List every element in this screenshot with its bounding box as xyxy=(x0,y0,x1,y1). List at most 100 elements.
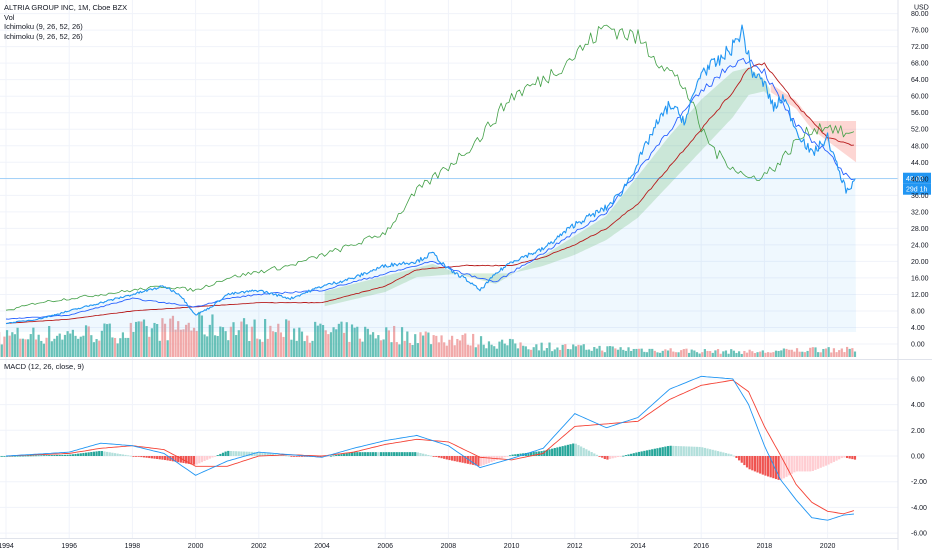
macd-histogram-bar xyxy=(106,451,109,456)
indicator-ichimoku-label-1[interactable]: Ichimoku (9, 26, 52, 26) xyxy=(4,22,83,31)
volume-bar xyxy=(366,328,369,357)
volume-bar xyxy=(830,352,833,357)
macd-histogram-bar xyxy=(411,452,414,456)
volume-bar xyxy=(519,342,522,357)
macd-histogram-bar xyxy=(98,451,101,456)
macd-histogram-bar xyxy=(87,452,90,456)
macd-histogram-bar xyxy=(824,456,828,466)
macd-histogram-bar xyxy=(95,451,98,456)
macd-histogram-bar xyxy=(211,456,214,458)
macd-histogram-bar xyxy=(487,456,491,464)
macd-histogram-bar xyxy=(630,453,633,456)
price-tick-label: 36.00 xyxy=(911,193,929,200)
volume-bar xyxy=(564,344,567,357)
volume-bar xyxy=(171,315,175,357)
macd-histogram-bar xyxy=(853,456,857,460)
volume-bar xyxy=(343,332,346,357)
volume-bar xyxy=(211,314,214,357)
macd-histogram-bar xyxy=(558,446,562,456)
macd-histogram-bar xyxy=(229,451,232,456)
volume-bar xyxy=(166,340,169,357)
volume-bar xyxy=(809,347,812,357)
volume-bar xyxy=(390,342,393,357)
macd-histogram-bar xyxy=(838,456,841,460)
volume-bar xyxy=(121,332,125,357)
volume-bar xyxy=(540,342,543,357)
macd-indicator-label[interactable]: MACD (12, 26, close, 9) xyxy=(4,362,85,371)
macd-histogram-bar xyxy=(601,456,604,458)
volume-bar xyxy=(321,325,325,357)
macd-histogram-bar xyxy=(53,455,56,456)
volume-bar xyxy=(735,352,738,357)
indicator-volume-label[interactable]: Vol xyxy=(4,12,15,22)
volume-bar xyxy=(298,327,301,357)
macd-histogram-bar xyxy=(548,449,551,456)
macd-histogram-bar xyxy=(672,445,675,456)
macd-histogram-bar xyxy=(432,456,435,457)
macd-histogram-bar xyxy=(232,451,235,456)
macd-histogram-bar xyxy=(561,446,564,456)
macd-histogram-bar xyxy=(551,448,554,456)
volume-bar xyxy=(424,331,427,357)
macd-histogram-bar xyxy=(400,452,404,456)
macd-histogram-bar xyxy=(640,451,643,456)
volume-bar xyxy=(574,346,577,357)
volume-bar xyxy=(698,353,701,357)
volume-bar xyxy=(748,349,751,357)
macd-histogram-bar xyxy=(795,456,799,472)
price-area xyxy=(6,30,857,332)
volume-bar xyxy=(843,352,846,357)
macd-histogram-bar xyxy=(814,456,817,470)
volume-bar xyxy=(445,345,448,357)
ichimoku-cloud-bullish xyxy=(324,67,770,307)
volume-bar xyxy=(653,350,656,357)
volume-bar xyxy=(37,334,40,357)
macd-histogram-bar xyxy=(793,456,796,473)
indicator-ichimoku-label-2[interactable]: Ichimoku (9, 26, 52, 26) xyxy=(4,31,83,41)
volume-bar xyxy=(582,344,585,357)
macd-histogram-bar xyxy=(350,452,354,456)
volume-bar xyxy=(585,349,588,357)
last-price-label: 40.02 xyxy=(906,176,924,183)
macd-histogram-bar xyxy=(772,456,775,479)
volume-bar xyxy=(179,329,182,357)
volume-bar xyxy=(174,329,177,357)
macd-histogram-bar xyxy=(693,446,696,456)
volume-bar xyxy=(219,326,222,357)
macd-histogram-bar xyxy=(788,456,791,476)
time-tick-label: 2012 xyxy=(567,543,583,550)
macd-histogram-bar xyxy=(385,452,388,456)
macd-histogram-bar xyxy=(82,452,85,456)
macd-histogram-bar xyxy=(32,455,35,457)
volume-bar xyxy=(479,336,483,357)
macd-histogram-bar xyxy=(171,456,175,462)
macd-histogram-bar xyxy=(329,455,333,457)
volume-bar xyxy=(827,347,830,357)
macd-histogram-bar xyxy=(453,456,456,462)
macd-histogram-bar xyxy=(390,452,393,456)
volume-bar xyxy=(656,352,659,357)
volume-bar xyxy=(274,332,277,357)
macd-histogram-bar xyxy=(145,456,148,458)
volume-bar xyxy=(34,339,38,357)
volume-bar xyxy=(637,348,641,357)
macd-histogram-bar xyxy=(643,450,646,456)
macd-histogram-bar xyxy=(472,456,475,465)
volume-bar xyxy=(27,339,30,357)
volume-bar xyxy=(643,351,646,357)
macd-histogram-bar xyxy=(611,456,614,459)
macd-histogram-bar xyxy=(719,451,722,456)
macd-histogram-bar xyxy=(582,447,585,456)
volume-bar xyxy=(95,339,98,357)
volume-bar xyxy=(614,348,617,357)
volume-bar xyxy=(458,340,462,357)
volume-bar xyxy=(795,348,799,357)
volume-bar xyxy=(790,349,793,357)
macd-histogram-bar xyxy=(711,449,714,456)
macd-histogram-bar xyxy=(282,455,285,456)
volume-bar xyxy=(111,337,114,357)
macd-histogram-bar xyxy=(606,456,609,460)
volume-bar xyxy=(185,324,188,357)
macd-histogram-bar xyxy=(619,456,622,457)
